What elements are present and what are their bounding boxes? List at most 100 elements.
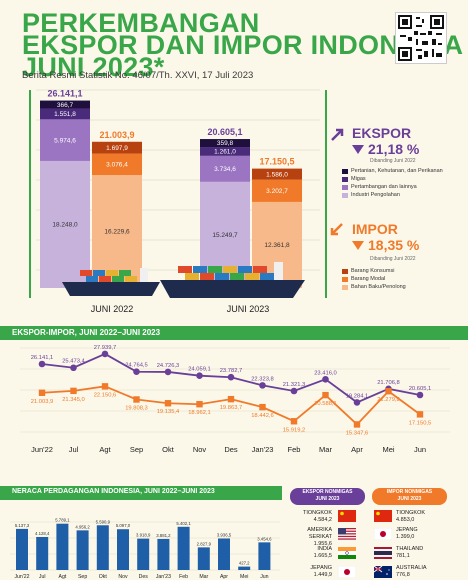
x-tick-label: Jan'23 <box>252 445 274 454</box>
export-partner-value: 1.955,6 <box>313 541 332 547</box>
stack-segment <box>40 160 90 288</box>
x-tick-label: Mar <box>199 574 208 580</box>
title-line-3: JUNI 2023* <box>22 52 165 82</box>
stack-segment-label: 1.586,0 <box>266 171 288 178</box>
line-section-title: EKSPOR-IMPOR, JUNI 2022–JUNI 2023 <box>12 328 161 337</box>
point-label: 19.863,7 <box>220 405 243 411</box>
stack-segment <box>200 155 250 182</box>
title-line-2: EKSPOR DAN IMPOR INDONESIA <box>22 30 464 60</box>
legend-modal: Barang Modal <box>351 276 386 282</box>
point-label: 22.150,6 <box>94 392 117 398</box>
legend-bahan-baku: Bahan Baku/Penolong <box>351 284 406 290</box>
export-point <box>227 373 235 381</box>
balance-bar <box>36 536 49 570</box>
export-partner-country: AMERIKA SERIKAT <box>307 527 332 540</box>
x-tick-label: Apr <box>220 574 228 580</box>
point-label: 19.808,3 <box>125 405 148 411</box>
x-tick-label: Agt <box>99 445 111 454</box>
title-line-1: PERKEMBANGAN <box>22 8 260 38</box>
balance-bar-chart: 5.137,3 Jun'22 4.128,4 Jul 5.789,1 Agt 4.956,2… <box>10 518 280 580</box>
x-tick-label: Jul <box>69 445 79 454</box>
point-label: 25.473,4 <box>62 359 85 365</box>
point-label: 21.003,9 <box>31 399 54 405</box>
line-section-header <box>0 326 468 340</box>
stack-segment <box>92 153 142 176</box>
stack-segment <box>40 119 90 161</box>
stack-segment-label: 12.361,8 <box>264 242 290 249</box>
stack-total-label: 26.141,1 <box>47 89 82 99</box>
stack-segment <box>40 108 90 120</box>
balance-bar-label: 3.936,5 <box>217 533 232 538</box>
export-partner-value: 1.449,9 <box>313 572 332 578</box>
point-label: 19.284,1 <box>346 393 369 399</box>
import-partner-value: 1.399,0 <box>396 534 415 540</box>
balance-bar-label: 4.956,2 <box>75 524 90 529</box>
point-label: 21.279,8 <box>377 397 400 403</box>
flag-japan-icon <box>338 566 356 578</box>
stack-segment-label: 1.697,9 <box>106 145 128 152</box>
balance-bar <box>238 566 251 570</box>
qr-code[interactable] <box>395 12 447 64</box>
import-change: 18,35 % <box>368 237 420 253</box>
balance-bar <box>157 538 170 570</box>
point-label: 18.442,6 <box>251 413 274 419</box>
stack-segment <box>252 179 302 202</box>
legend-pertambangan: Pertambangan dan lainnya <box>351 184 417 190</box>
import-partner-country: TIONGKOK <box>396 510 426 516</box>
flag-usa-icon <box>338 528 356 540</box>
x-tick-label: Nov <box>118 574 128 580</box>
point-label: 22.323,8 <box>251 376 274 382</box>
legend-migas: Migas <box>351 176 366 182</box>
stack-segment-label: 16.229,6 <box>104 229 130 236</box>
export-point <box>353 399 361 406</box>
export-icon <box>330 128 344 142</box>
point-label: 18.962,1 <box>188 410 211 416</box>
export-label: EKSPOR <box>352 125 412 141</box>
point-label: 24.764,5 <box>125 363 148 369</box>
import-point <box>322 391 329 399</box>
flag-india-icon <box>338 547 356 559</box>
x-tick-label: Sep <box>130 445 143 454</box>
stack-segment-label: 1.261,0 <box>214 149 236 156</box>
export-partner-value: 4.584,2 <box>313 517 332 523</box>
subtitle: Berita Resmi Statistik No. 46/07/Th. XXV… <box>22 70 254 81</box>
x-tick-label: Mei <box>382 445 394 454</box>
legend-swatch <box>342 176 348 182</box>
export-change: 21,18 % <box>368 141 420 157</box>
legend-konsumsi: Barang Konsumsi <box>351 268 395 274</box>
line-chart: 26.141,1 25.473,4 27.939,7 24.764,5 24.726,3… <box>20 345 450 454</box>
flag-japan-icon <box>374 528 392 540</box>
balance-bar <box>197 547 210 570</box>
point-label: 20.605,1 <box>409 386 432 392</box>
stack-segment-label: 366,7 <box>57 102 74 109</box>
stack-segment <box>92 175 142 288</box>
stack-total-label: 17.150,5 <box>259 157 294 167</box>
import-point <box>101 383 109 390</box>
down-arrow-icon <box>352 144 364 154</box>
ship-icon-right <box>160 262 305 298</box>
import-point <box>290 418 298 425</box>
x-tick-label: Mei <box>240 574 248 580</box>
x-tick-label: Nov <box>193 445 207 454</box>
period-label-2022: JUNI 2022 <box>91 304 134 314</box>
balance-bar-label: 2.827,9 <box>197 541 212 546</box>
stack-total-label: 20.605,1 <box>207 127 242 137</box>
import-point <box>133 396 140 403</box>
export-point <box>259 382 266 389</box>
x-tick-label: Apr <box>351 445 363 454</box>
stack-segment-label: 1.551,8 <box>54 111 76 118</box>
stack-segment-label: 3.076,4 <box>106 161 128 168</box>
point-label: 23.416,0 <box>314 370 337 376</box>
x-tick-label: Jan'23 <box>156 574 171 580</box>
x-tick-label: Agt <box>59 574 67 580</box>
export-partners-header: EKSPOR NONMIGAS JUNI 2023 <box>290 488 365 505</box>
point-label: 17.150,5 <box>409 420 432 426</box>
stack-segment-label: 359,8 <box>217 140 234 147</box>
balance-bar-label: 5.789,1 <box>55 518 70 523</box>
legend-industri: Industri Pengolahan <box>351 192 400 198</box>
export-point <box>38 360 46 368</box>
flag-australia-icon <box>374 566 392 578</box>
legend-swatch <box>342 284 348 290</box>
export-point <box>416 391 424 399</box>
